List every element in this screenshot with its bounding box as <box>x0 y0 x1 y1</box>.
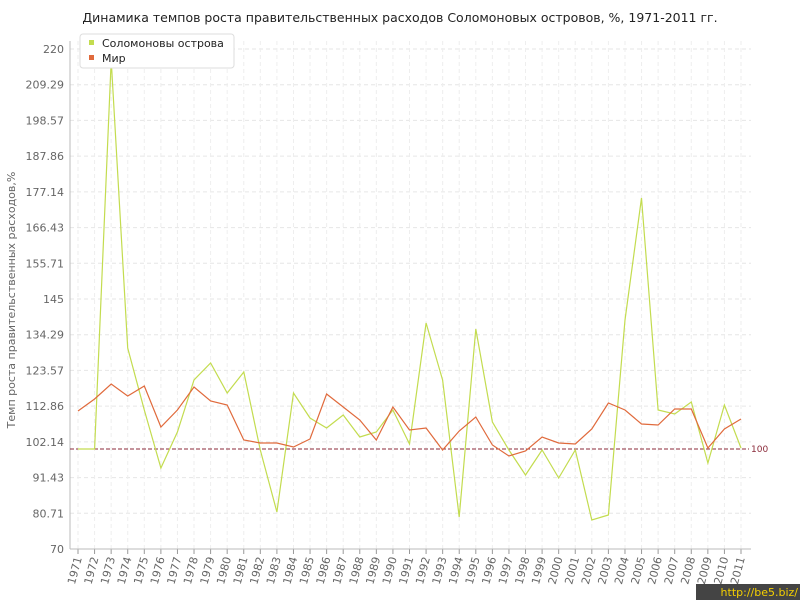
watermark-bg <box>696 584 800 600</box>
chart-title: Динамика темпов роста правительственных … <box>82 10 717 25</box>
reference-label: 100 <box>751 445 768 455</box>
y-tick-label: 209.29 <box>26 79 65 92</box>
legend-label: Соломоновы острова <box>102 37 224 50</box>
y-tick-label: 145 <box>43 293 64 306</box>
legend-marker <box>89 55 94 60</box>
y-tick-label: 112.86 <box>26 400 65 413</box>
y-tick-label: 220 <box>43 43 64 56</box>
y-tick-label: 177.14 <box>26 186 65 199</box>
y-tick-label: 80.71 <box>33 507 65 520</box>
y-tick-label: 91.43 <box>33 472 65 485</box>
y-tick-label: 134.29 <box>26 329 65 342</box>
legend-marker <box>89 40 94 45</box>
y-tick-label: 187.86 <box>26 150 65 163</box>
y-tick-label: 70 <box>50 543 64 556</box>
y-tick-label: 198.57 <box>26 114 65 127</box>
watermark: http://be5.biz/ <box>721 586 799 599</box>
y-tick-label: 123.57 <box>26 364 65 377</box>
series-line <box>78 59 742 521</box>
y-axis-title: Темп роста правительственных расходов,% <box>5 172 18 430</box>
series-line <box>77 383 742 457</box>
legend-box <box>79 33 235 69</box>
y-tick-label: 166.43 <box>26 222 65 235</box>
x-tick-label: 2011 <box>728 555 748 585</box>
y-tick-label: 155.71 <box>26 257 65 270</box>
y-tick-label: 102.14 <box>26 436 65 449</box>
legend-label: Мир <box>102 52 126 65</box>
